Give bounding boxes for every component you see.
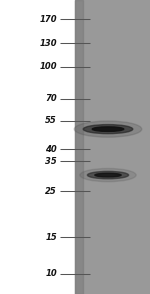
Ellipse shape [95,173,121,177]
Ellipse shape [80,168,136,182]
Bar [75,0,82,294]
Text: 55: 55 [45,116,57,125]
Ellipse shape [83,125,133,134]
Text: 35: 35 [45,157,57,166]
Text: 10: 10 [45,269,57,278]
Bar [0,0,75,294]
Text: 15: 15 [45,233,57,242]
Text: 100: 100 [39,62,57,71]
Text: 40: 40 [45,145,57,154]
Ellipse shape [92,127,124,131]
Text: 130: 130 [39,39,57,48]
Text: 70: 70 [45,94,57,103]
Ellipse shape [87,171,129,179]
Bar [75,0,150,294]
Text: 25: 25 [45,187,57,196]
Text: 170: 170 [39,14,57,24]
Ellipse shape [74,121,142,137]
